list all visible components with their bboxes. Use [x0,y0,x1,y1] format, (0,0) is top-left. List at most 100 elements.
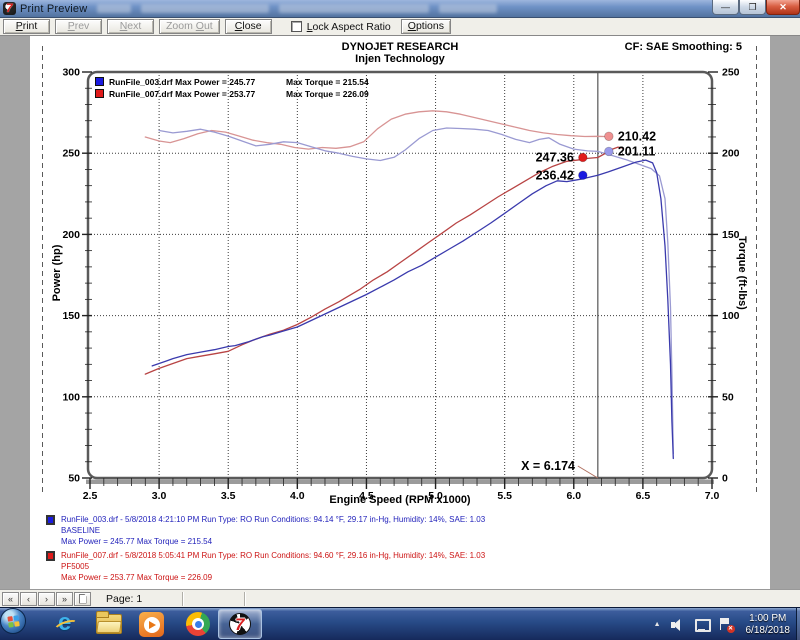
prev-page-button[interactable]: Prev [55,19,102,34]
cursor-point-marker [604,146,614,157]
run-name: BASELINE [61,526,101,535]
dynojet-app-taskbar-button[interactable]: 7 [218,609,262,639]
clock-date: 6/18/2018 [745,624,791,636]
run-swatch-blue [46,515,55,525]
torque-tick-label: 50 [722,391,734,403]
run-swatch-red [46,551,55,561]
chart-brand: DYNOJET RESEARCH [341,41,459,53]
plot-frame [86,70,714,480]
minimize-button[interactable]: — [712,0,739,15]
torque-tick-label: 100 [722,310,740,322]
torque-tick-label: 0 [722,473,728,485]
page-icon [78,593,87,604]
zoom-out-button[interactable]: Zoom Out [159,19,220,34]
last-page-button[interactable]: » [56,591,73,606]
legend-power: Max Power = 245.77 [175,76,256,87]
cursor-point-marker [604,131,614,141]
status-bar: « ‹ › » Page: 1 [0,589,800,607]
media-player-icon[interactable] [139,612,164,637]
run-info-baseline: RunFile_003.drf - 5/8/2018 4:21:10 PM Ru… [46,514,485,547]
legend-file: RunFile_003.drf [109,76,173,87]
x-tick-label: 5.0 [428,490,443,502]
torque-tick-label: 250 [722,67,740,79]
legend-swatch-red [95,89,104,98]
lock-aspect-ratio-checkbox[interactable] [290,21,302,32]
action-center-flag-icon[interactable]: ✕ [718,617,735,633]
power-axis-title: Power (hp) [51,244,63,302]
torque-axis-title: Torque (ft-lbs) [736,236,748,310]
cursor-pointer-line [577,465,599,479]
volume-icon[interactable] [670,618,685,632]
close-preview-button[interactable]: Close [224,19,272,34]
tray-expand-icon[interactable]: ▲ [653,621,661,628]
torque-curve-runfile-007-torque [144,110,609,150]
run-info-pf5005: RunFile_007.drf - 5/8/2018 5:05:41 PM Ru… [46,550,485,583]
correction-smoothing-label: CF: SAE Smoothing: 5 [624,41,742,53]
run-info-line: RunFile_007.drf - 5/8/2018 5:05:41 PM Ru… [61,551,486,560]
power-curve-runfile-003-power [151,159,674,460]
legend-file: RunFile_007.drf [109,88,173,99]
cursor-point-value: 201.11 [618,145,656,159]
x-tick-label: 2.5 [83,490,98,502]
run-stats: Max Power = 245.77 Max Torque = 215.54 [61,537,213,546]
run-info-line: RunFile_003.drf - 5/8/2018 4:21:10 PM Ru… [61,515,486,524]
legend-swatch-blue [95,77,104,86]
cursor-x-value-label: X = 6.174 [521,459,575,473]
torque-curve-runfile-003-torque [158,127,674,455]
options-button[interactable]: Options [400,19,451,34]
power-tick-label: 100 [62,391,80,403]
page-number-label: Page: 1 [106,592,143,605]
page-setup-button[interactable] [74,591,91,606]
run-stats: Max Power = 253.77 Max Torque = 226.09 [61,573,213,582]
start-button[interactable] [0,608,26,634]
first-page-button[interactable]: « [2,591,19,606]
legend-torque: Max Torque = 215.54 [286,76,369,87]
redacted-title-text [141,4,270,13]
close-window-button[interactable]: ✕ [766,0,800,15]
windows-flag-icon [6,614,20,628]
power-curve-runfile-007-power [144,146,623,375]
network-icon[interactable] [694,618,711,632]
power-tick-label: 50 [68,473,80,485]
power-tick-label: 300 [62,67,80,79]
windows-taskbar: e 7 ▲ ✕ 1:00 PM 6/18/2018 [0,607,800,640]
show-desktop-button[interactable] [796,608,800,640]
power-tick-label: 250 [62,148,80,160]
internet-explorer-icon[interactable]: e [52,609,81,638]
cursor-point-marker [578,170,588,180]
window-title: Print Preview [20,2,88,15]
power-tick-label: 150 [62,310,80,322]
taskbar-clock[interactable]: 1:00 PM 6/18/2018 [742,613,795,637]
x-axis-title: Engine Speed (RPM x1000) [329,494,471,506]
legend-power: Max Power = 253.77 [175,88,256,99]
cursor-point-value: 236.42 [536,168,574,182]
x-tick-label: 3.0 [152,490,167,502]
cursor-point-value: 247.36 [536,151,574,165]
next-page-nav-button[interactable]: › [38,591,55,606]
windows-explorer-icon[interactable] [96,611,122,634]
redacted-title-text [97,4,132,13]
clock-time: 1:00 PM [749,612,787,624]
system-tray: ▲ ✕ 1:00 PM 6/18/2018 [654,608,794,640]
dynojet-icon: 7 [229,613,251,635]
x-tick-label: 7.0 [705,490,720,502]
torque-tick-label: 150 [722,229,740,241]
print-page: DYNOJET RESEARCH Injen Technology CF: SA… [30,36,770,589]
print-button[interactable]: Print [3,19,50,34]
next-page-button[interactable]: Next [107,19,154,34]
restore-button[interactable]: ❐ [739,0,766,15]
statusbar-divider [244,591,247,606]
chrome-icon[interactable] [186,612,210,636]
x-axis-bar [86,479,714,484]
cursor-point-marker [578,152,588,163]
x-tick-label: 6.5 [636,490,651,502]
statusbar-divider [182,591,185,606]
legend-row: RunFile_003.drf Max Power = 245.77 Max T… [95,76,369,87]
chart-legend: RunFile_003.drf Max Power = 245.77 Max T… [95,76,369,100]
legend-row: RunFile_007.drf Max Power = 253.77 Max T… [95,88,369,99]
previous-page-button[interactable]: ‹ [20,591,37,606]
legend-torque: Max Torque = 226.09 [286,88,369,99]
app-icon: 7 [3,1,16,15]
chart-subtitle: Injen Technology [355,53,445,65]
